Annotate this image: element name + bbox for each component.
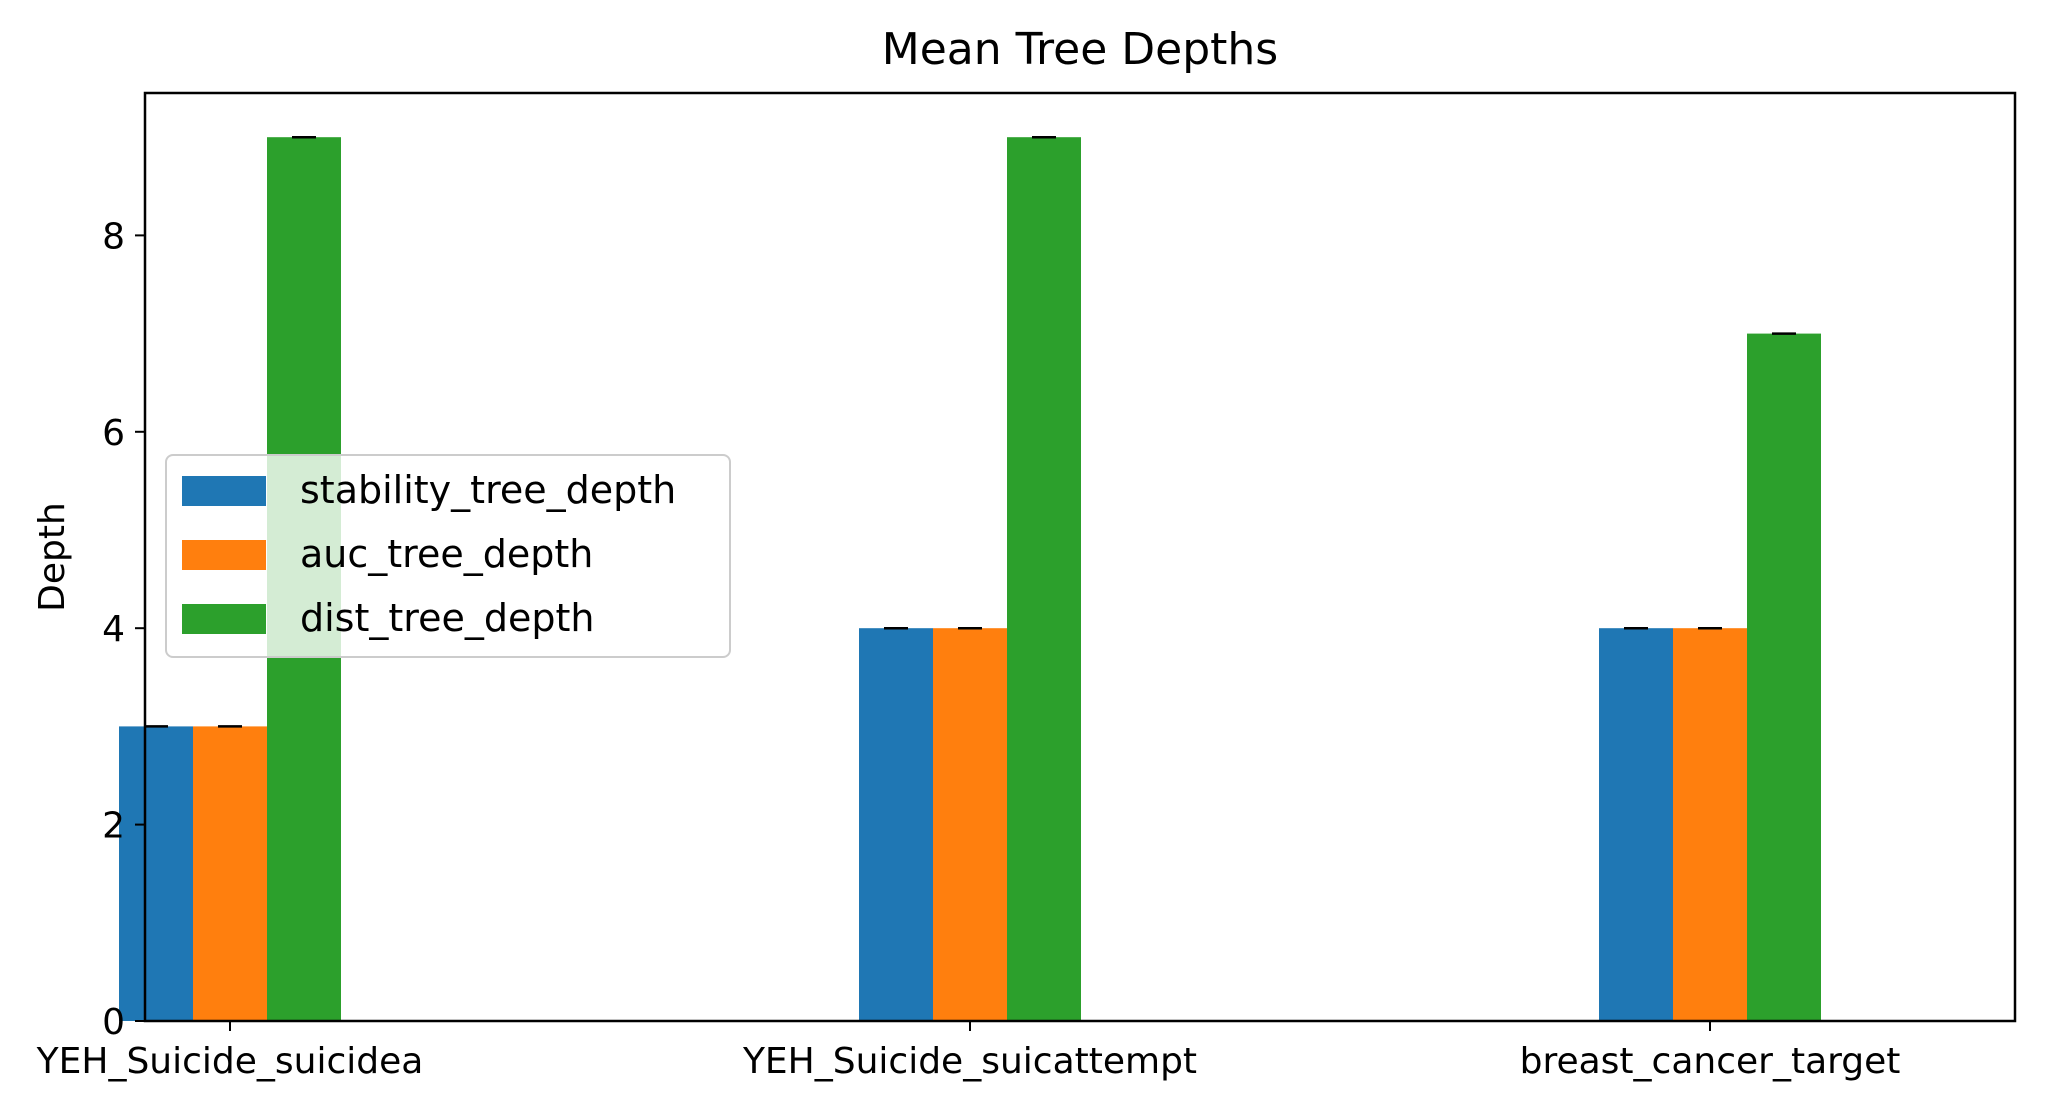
legend-swatch-dist_tree_depth (182, 604, 266, 634)
bars-layer (119, 137, 1821, 1021)
y-tick-label: 4 (102, 609, 125, 650)
y-tick-label: 2 (102, 806, 125, 847)
x-tick-label: YEH_Suicide_suicattempt (742, 1041, 1197, 1082)
legend-swatch-auc_tree_depth (182, 540, 266, 570)
legend: stability_tree_depth auc_tree_depth dist_t… (165, 454, 731, 658)
chart-title: Mean Tree Depths (882, 24, 1278, 75)
errorbars-layer (144, 135, 1796, 728)
x-axis: YEH_Suicide_suicidea YEH_Suicide_suicatte… (36, 1021, 1901, 1082)
y-tick-label: 0 (102, 1002, 125, 1043)
x-tick-label: breast_cancer_target (1520, 1041, 1901, 1082)
bar-auc_tree_depth-1 (933, 628, 1007, 1021)
y-axis: 0 2 4 6 8 (102, 216, 145, 1043)
bar-dist_tree_depth-2 (1747, 333, 1821, 1021)
legend-label-stability_tree_depth: stability_tree_depth (300, 468, 676, 512)
bar-auc_tree_depth-0 (193, 726, 267, 1021)
bar-dist_tree_depth-1 (1007, 137, 1081, 1021)
x-tick-label: YEH_Suicide_suicidea (36, 1041, 424, 1082)
legend-label-dist_tree_depth: dist_tree_depth (300, 596, 594, 640)
legend-swatch-stability_tree_depth (182, 476, 266, 506)
y-tick-label: 6 (102, 413, 125, 454)
bar-stability_tree_depth-2 (1599, 628, 1673, 1021)
bar-stability_tree_depth-1 (859, 628, 933, 1021)
legend-label-auc_tree_depth: auc_tree_depth (300, 532, 593, 576)
bar-auc_tree_depth-2 (1673, 628, 1747, 1021)
plot-frame (143, 91, 2017, 1023)
legend-box (165, 454, 731, 658)
y-tick-label: 8 (102, 216, 125, 257)
y-axis-label: Depth (32, 502, 73, 612)
bar-stability_tree_depth-0 (119, 726, 193, 1021)
